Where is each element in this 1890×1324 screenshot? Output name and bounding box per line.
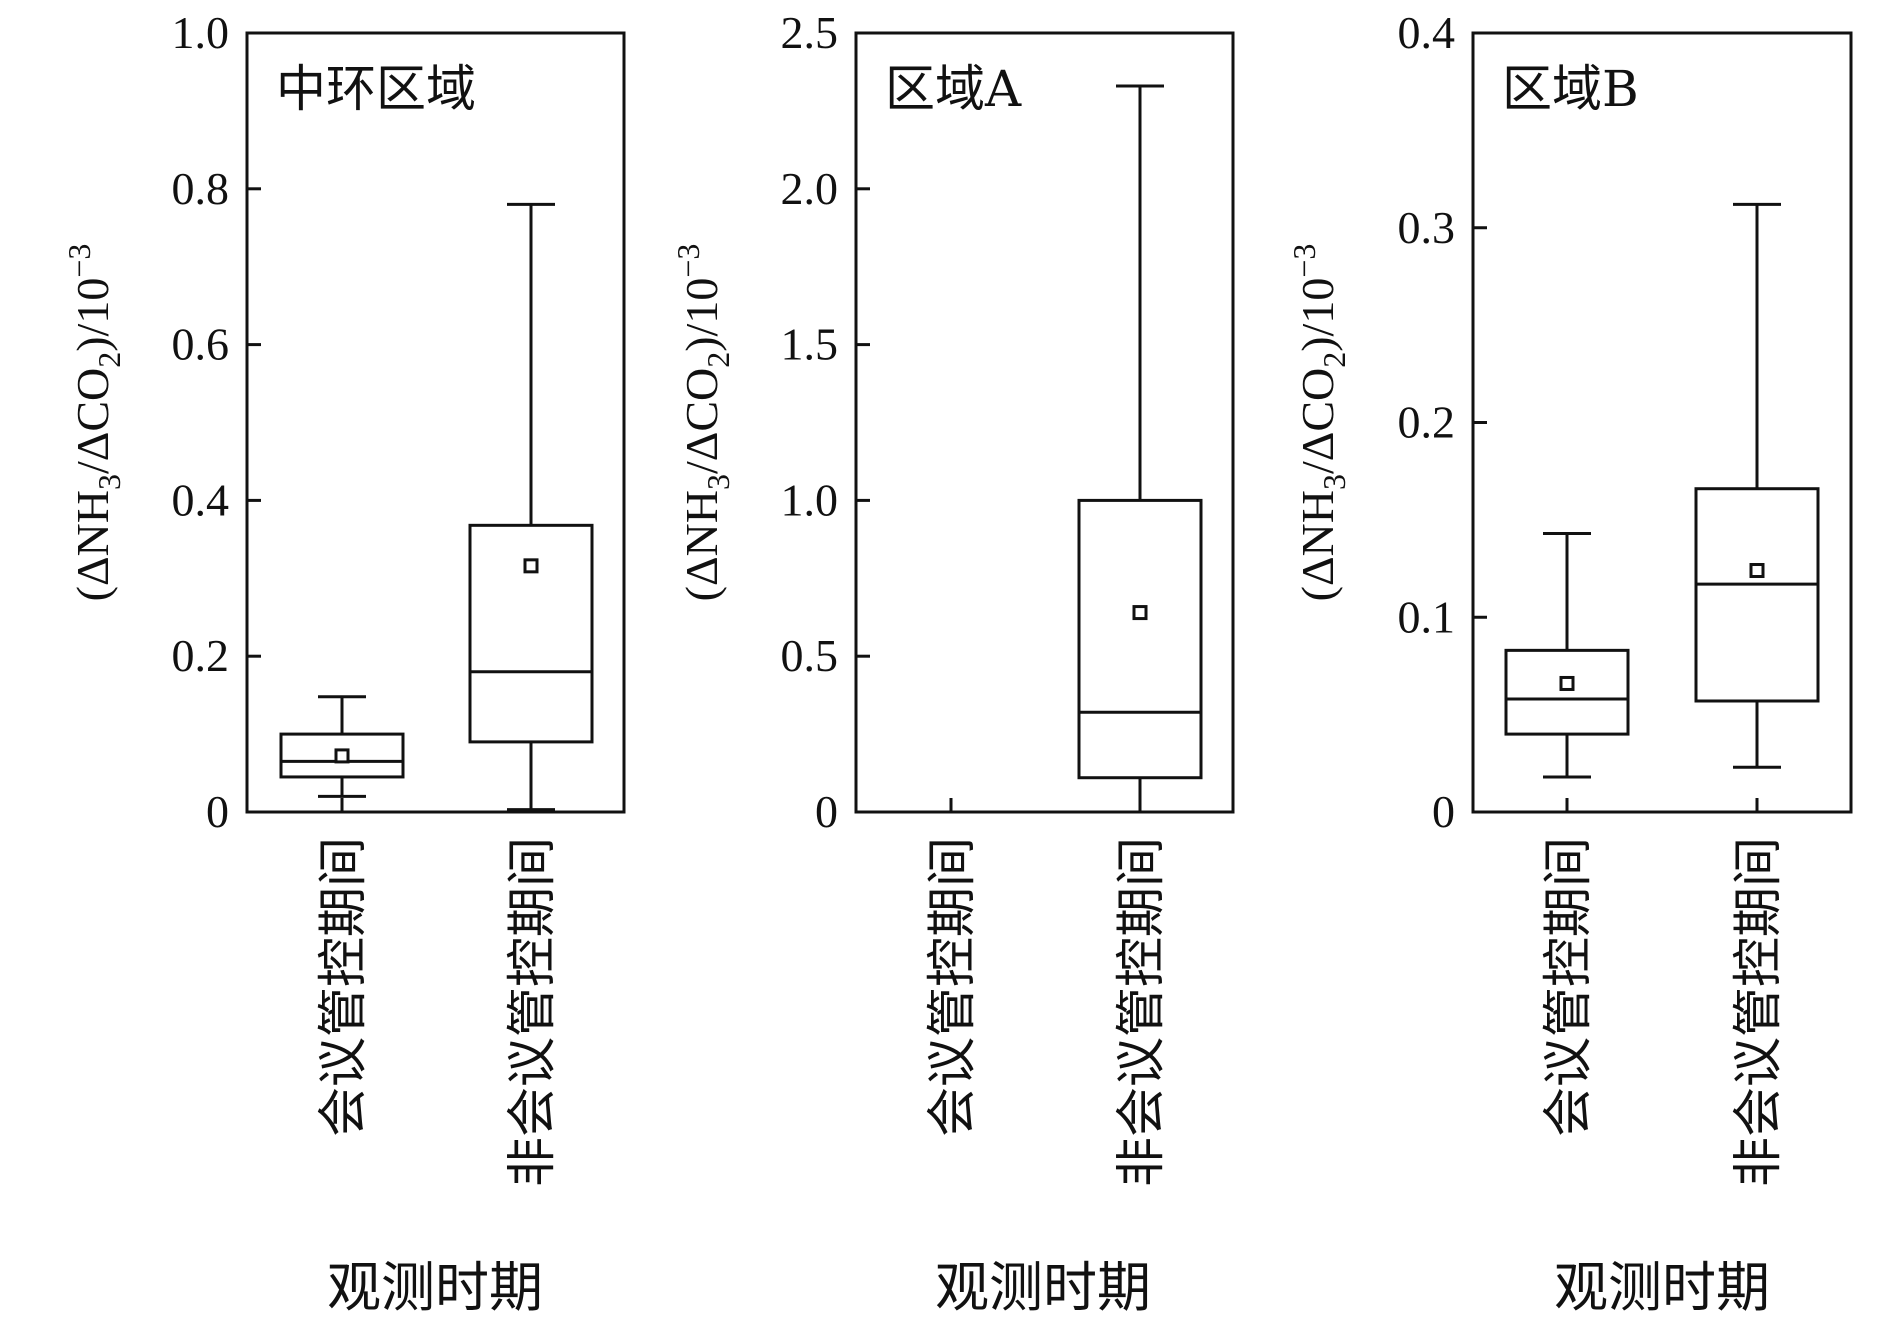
y-tick-label: 0.4 [172,474,230,525]
panel-title: 中环区域 [276,60,476,118]
box-1 [1504,532,1630,779]
mean-marker [1559,675,1575,691]
plot-frame [245,31,626,814]
panel-title: 区域B [1502,60,1639,118]
y-tick-label: 2.0 [781,163,839,214]
box-2 [1694,202,1820,769]
y-tick-label: 0.5 [781,630,839,681]
interquartile-box [1694,487,1820,703]
box-1 [279,695,405,798]
y-tick-label: 1.0 [172,7,230,58]
category-label: 非会议管控期间 [1729,837,1787,1187]
y-tick-label: 0.8 [172,163,230,214]
x-axis-label: 观测时期 [935,1256,1151,1319]
y-tick-label: 0 [206,786,229,837]
plot-frame [854,31,1235,814]
y-tick-label: 0 [1432,786,1455,837]
y-tick-label: 0.4 [1398,7,1456,58]
y-tick-label: 0.2 [172,630,230,681]
y-tick-label: 0.6 [172,319,230,370]
x-axis-label: 观测时期 [327,1256,543,1319]
mean-marker [1749,563,1765,579]
panel-title: 区域A [885,60,1022,118]
y-axis-label: (ΔNH3/ΔCO2)/10−3 [61,244,127,602]
mean-marker [1132,605,1148,621]
category-label: 非会议管控期间 [1112,837,1170,1187]
mean-marker [523,558,539,574]
y-axis-label: (ΔNH3/ΔCO2)/10−3 [670,244,736,602]
interquartile-box [1077,498,1203,780]
category-label: 非会议管控期间 [503,837,561,1187]
chart-panel-1: 0 0.2 0.4 0.6 0.8 1.0 中环区域 (ΔNH3/ΔCO2)/10−3 会议管控… [61,7,626,1319]
y-tick-label: 0.1 [1398,591,1456,642]
y-tick-label: 1.5 [781,319,839,370]
interquartile-box [468,523,594,744]
x-axis-label: 观测时期 [1554,1256,1770,1319]
box-2 [468,202,594,812]
y-axis-label: (ΔNH3/ΔCO2)/10−3 [1286,244,1352,602]
box-2 [1077,84,1203,814]
y-tick-label: 0.3 [1398,202,1456,253]
chart-panel-3: 0 0.1 0.2 0.3 0.4 区域B (ΔNH3/ΔCO2)/10−3 会议管控期间 非会… [1286,7,1853,1319]
category-label: 会议管控期间 [1539,837,1597,1137]
y-tick-label: 2.5 [781,7,839,58]
chart-panel-2: 0 0.5 1.0 1.5 2.0 2.5 区域A (ΔNH3/ΔCO2)/10−3 会议管控期… [670,7,1235,1319]
category-label: 会议管控期间 [923,837,981,1137]
y-tick-label: 1.0 [781,474,839,525]
y-tick-label: 0.2 [1398,397,1456,448]
y-tick-label: 0 [815,786,838,837]
category-label: 会议管控期间 [314,837,372,1137]
mean-marker [334,748,350,764]
interquartile-box [1504,648,1630,736]
